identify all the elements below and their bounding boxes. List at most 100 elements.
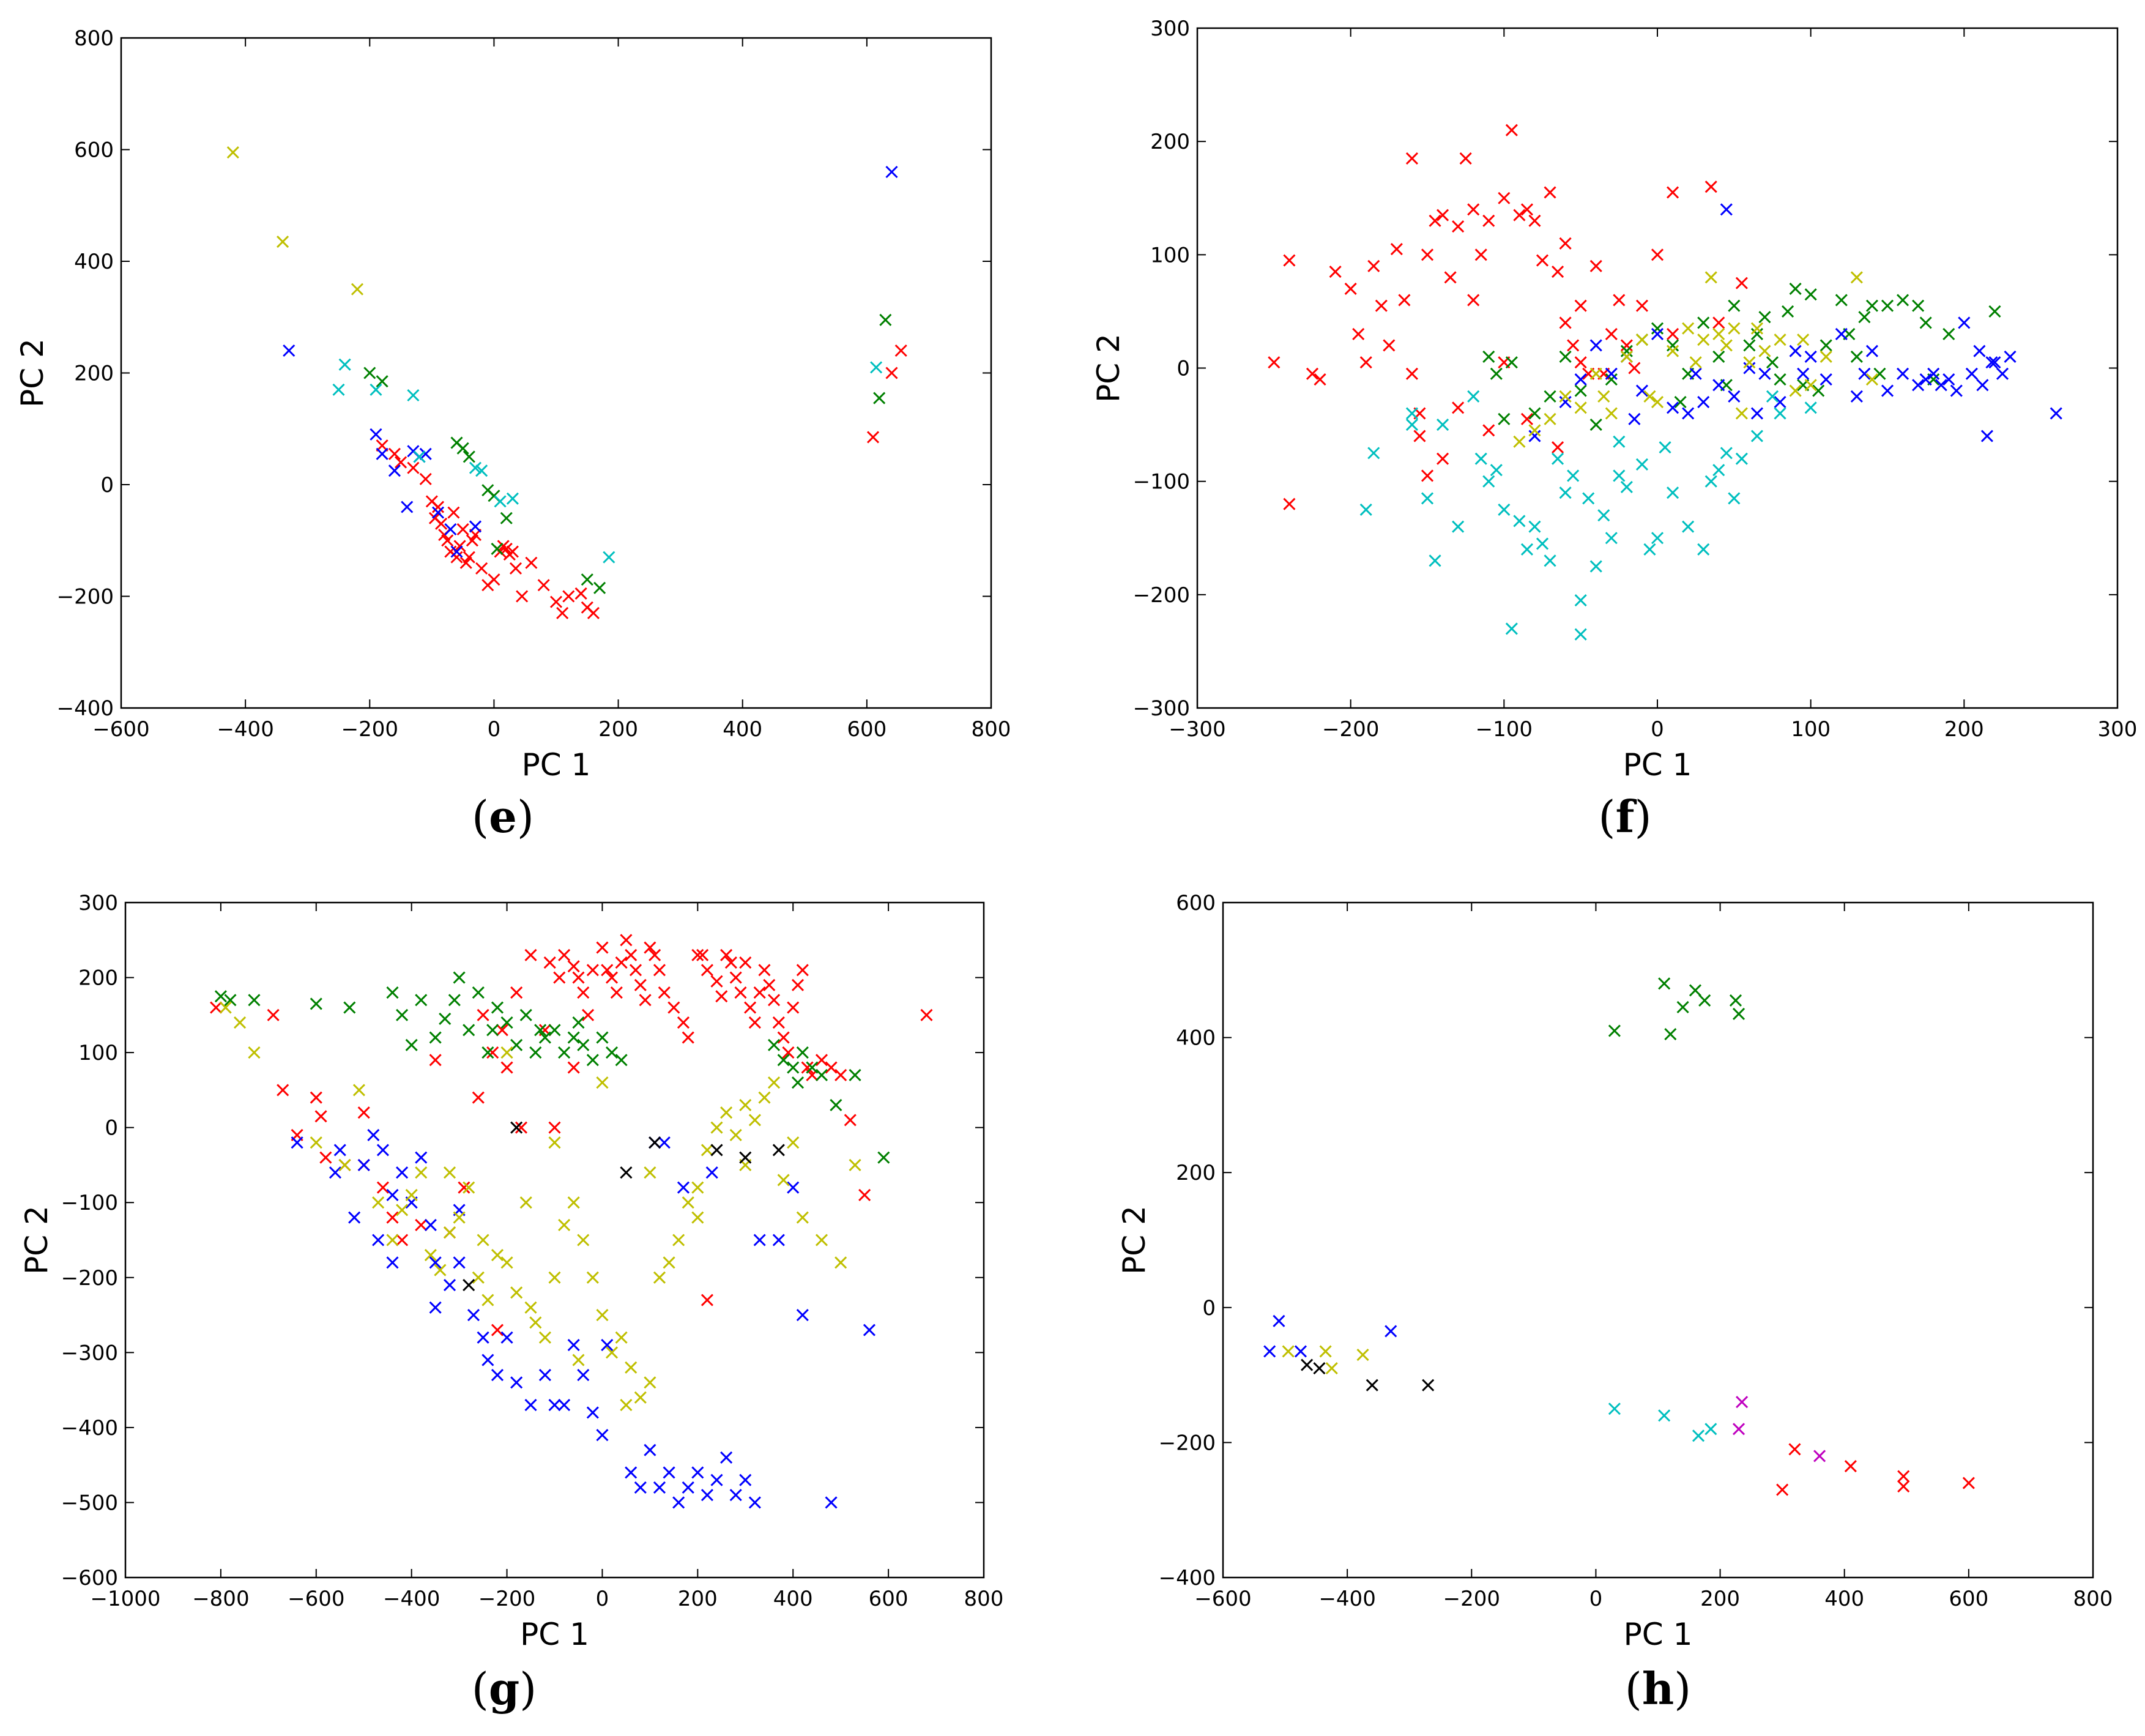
point-red-39 <box>639 994 652 1007</box>
point-red-2 <box>1283 497 1296 510</box>
caption-letter: f <box>1616 791 1637 843</box>
point-black-6 <box>620 1166 633 1179</box>
point-cyan-37 <box>1735 452 1748 465</box>
point-blue-29 <box>1950 384 1963 397</box>
point-green-35 <box>1988 305 2001 318</box>
point-cyan-0 <box>338 358 351 371</box>
point-green-5 <box>1698 994 1711 1007</box>
point-blue-53 <box>677 1181 690 1194</box>
point-red-8 <box>435 517 448 530</box>
point-yellow-52 <box>849 1158 861 1172</box>
point-green-37 <box>877 1151 890 1164</box>
point-green-13 <box>472 986 485 999</box>
x-tick-label: 600 <box>1949 1587 1988 1611</box>
point-green-0 <box>1482 350 1495 363</box>
panel-h: −600 −400 −200 0 200 400 600 800−400−2000200400… <box>1117 891 2113 1715</box>
point-cyan-2 <box>1692 1429 1705 1442</box>
point-green-41 <box>572 1016 585 1029</box>
point-cyan-36 <box>1728 492 1741 505</box>
point-green-1 <box>1490 367 1503 380</box>
point-cyan-42 <box>1405 407 1418 420</box>
series-cyan <box>1359 390 1817 641</box>
point-red-15 <box>486 1046 499 1059</box>
point-yellow-10 <box>1682 322 1695 335</box>
series-cyan <box>332 358 883 564</box>
point-yellow-6 <box>372 1196 385 1209</box>
point-yellow-34 <box>644 1376 656 1389</box>
point-red-31 <box>537 579 550 592</box>
point-red-40 <box>1605 327 1618 341</box>
point-red-36 <box>625 948 638 961</box>
point-red-25 <box>1482 214 1495 227</box>
point-green-3 <box>1528 407 1541 420</box>
x-tick-label: 800 <box>964 1587 1004 1611</box>
point-red-66 <box>787 1001 800 1014</box>
point-red-45 <box>1667 327 1679 341</box>
point-cyan-19 <box>1574 594 1587 607</box>
y-tick-label: 200 <box>1176 1161 1216 1185</box>
point-red-83 <box>548 1121 561 1134</box>
point-yellow-26 <box>567 1196 580 1209</box>
point-green-0 <box>363 367 376 379</box>
point-blue-34 <box>1988 356 2001 369</box>
point-blue-24 <box>1897 367 1909 380</box>
point-blue-41 <box>729 1489 742 1502</box>
point-yellow-32 <box>625 1361 638 1374</box>
point-green-23 <box>1804 288 1817 301</box>
plot-frame <box>120 37 992 709</box>
point-red-28 <box>1505 124 1518 136</box>
point-yellow-3 <box>310 1136 322 1149</box>
point-blue-0 <box>291 1136 303 1149</box>
point-cyan-1 <box>1658 1409 1671 1422</box>
x-tick-label: 0 <box>596 1587 609 1611</box>
x-tick-label: 300 <box>2098 717 2138 742</box>
point-yellow-26 <box>1689 356 1702 369</box>
point-yellow-25 <box>1643 390 1656 403</box>
point-blue-0 <box>1263 1345 1276 1358</box>
point-green-2 <box>1498 412 1511 425</box>
point-green-5 <box>1559 350 1572 363</box>
point-cyan-1 <box>1367 447 1380 460</box>
point-red-35 <box>1559 316 1572 329</box>
point-yellow-28 <box>586 1271 599 1284</box>
point-green-28 <box>615 1054 628 1067</box>
x-tick-label: 600 <box>847 717 887 742</box>
x-tick-label: −600 <box>288 1587 344 1611</box>
point-yellow-24 <box>1597 390 1610 403</box>
x-tick-label: 100 <box>1791 717 1831 742</box>
point-red-71 <box>815 1054 828 1067</box>
y-tick-label: 400 <box>1176 1026 1216 1051</box>
point-cyan-8 <box>506 492 519 505</box>
series-cyan <box>1608 1403 1717 1442</box>
y-axis-label: PC 2 <box>19 1205 54 1275</box>
point-red-49 <box>701 964 713 977</box>
point-blue-3 <box>1589 339 1602 352</box>
point-red-53 <box>724 956 737 969</box>
point-red-12 <box>1390 243 1403 256</box>
point-cyan-5 <box>469 461 482 474</box>
point-yellow-21 <box>519 1196 532 1209</box>
point-yellow-7 <box>1635 333 1648 346</box>
point-red-76 <box>920 1008 933 1021</box>
point-yellow-1 <box>1544 412 1556 425</box>
point-yellow-15 <box>463 1181 475 1194</box>
point-cyan-22 <box>1589 560 1602 573</box>
y-tick-label: 100 <box>78 1041 118 1065</box>
point-cyan-27 <box>1635 458 1648 471</box>
point-magenta-0 <box>1736 1396 1749 1409</box>
point-yellow-1 <box>234 1016 247 1029</box>
x-tick-label: 400 <box>723 717 762 742</box>
point-yellow-24 <box>548 1271 561 1284</box>
series-green <box>214 971 890 1164</box>
point-green-32 <box>1919 316 1932 329</box>
point-red-1 <box>267 1008 280 1021</box>
point-green-36 <box>1505 356 1518 369</box>
caption-open: ( <box>1625 1663 1642 1715</box>
point-red-22 <box>488 573 500 586</box>
point-cyan-5 <box>1452 520 1465 533</box>
point-yellow-1 <box>277 236 289 248</box>
point-blue-14 <box>467 1308 480 1322</box>
point-red-5 <box>1329 266 1342 278</box>
point-blue-3 <box>1385 1325 1397 1338</box>
point-blue-33 <box>1980 430 1993 442</box>
